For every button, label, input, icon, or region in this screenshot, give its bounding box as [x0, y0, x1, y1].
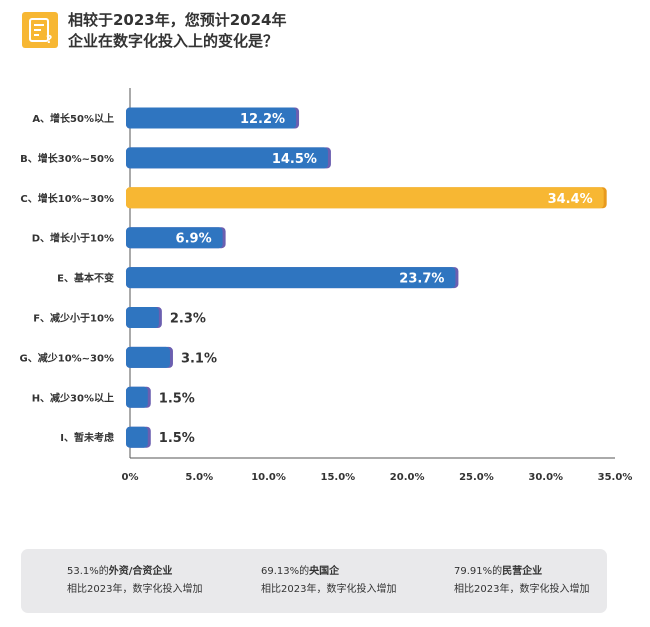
x-tick-label: 5.0%	[185, 472, 213, 483]
category-label: D、增长小于10%	[32, 232, 114, 245]
x-tick-label: 35.0%	[598, 472, 633, 483]
bar	[126, 187, 604, 209]
bar	[126, 386, 148, 408]
category-label: B、增长30%~50%	[20, 152, 114, 165]
bar	[126, 147, 328, 169]
data-label: 3.1%	[181, 351, 217, 366]
category-label: I、暂未考虑	[60, 431, 114, 444]
data-label: 34.4%	[548, 192, 593, 207]
x-tick-label: 15.0%	[321, 472, 356, 483]
svg-text:?: ?	[46, 33, 52, 46]
data-label: 12.2%	[240, 112, 285, 127]
title-line-2: 企业在数字化投入上的变化是？	[68, 32, 279, 50]
data-label: 2.3%	[170, 312, 206, 327]
category-label: G、减少10%~30%	[20, 351, 114, 364]
summary-group: 央国企	[309, 566, 340, 577]
summary-pct: 53.1%的	[67, 566, 109, 577]
summary-panel: 53.1%的外资/合资企业相比2023年，数字化投入增加 69.13%的央国企相…	[21, 549, 607, 613]
category-label: C、增长10%~30%	[20, 192, 114, 205]
bar-chart: 0% 5.0% 10.0% 15.0% 20.0% 25.0% 30.0% 35.0% A、增长…	[20, 88, 633, 483]
summary-private: 79.91%的民营企业相比2023年，数字化投入增加	[454, 563, 589, 599]
bar	[126, 107, 297, 129]
chart-title: 相较于2023年，您预计2024年 企业在数字化投入上的变化是？	[68, 10, 287, 52]
data-label: 1.5%	[159, 391, 195, 406]
summary-desc: 相比2023年，数字化投入增加	[261, 584, 397, 595]
category-label: E、基本不变	[57, 272, 114, 285]
bar	[126, 426, 148, 448]
x-tick-label: 10.0%	[251, 472, 286, 483]
summary-desc: 相比2023年，数字化投入增加	[454, 584, 590, 595]
summary-pct: 79.91%的	[454, 566, 503, 577]
summary-group: 民营企业	[502, 566, 543, 577]
x-tick-label: 20.0%	[390, 472, 425, 483]
summary-pct: 69.13%的	[261, 566, 310, 577]
bar	[126, 227, 223, 249]
survey-question-icon: ?	[22, 12, 58, 48]
summary-state: 69.13%的央国企相比2023年，数字化投入增加	[261, 563, 396, 599]
summary-foreign: 53.1%的外资/合资企业相比2023年，数字化投入增加	[67, 563, 202, 599]
summary-desc: 相比2023年，数字化投入增加	[67, 584, 203, 595]
data-label: 1.5%	[159, 431, 195, 446]
x-tick-label: 0%	[122, 472, 139, 483]
x-tick-label: 30.0%	[528, 472, 563, 483]
category-label: A、增长50%以上	[32, 112, 114, 125]
bar	[126, 267, 456, 289]
data-label: 6.9%	[176, 232, 212, 247]
title-line-1: 相较于2023年，您预计2024年	[68, 11, 287, 29]
data-label: 14.5%	[272, 152, 317, 167]
category-label: H、减少30%以上	[32, 391, 114, 404]
x-tick-label: 25.0%	[459, 472, 494, 483]
bar	[126, 346, 170, 368]
category-label: F、减少小于10%	[33, 312, 114, 325]
bar	[126, 307, 159, 328]
summary-group: 外资/合资企业	[108, 566, 173, 577]
data-label: 23.7%	[399, 272, 444, 287]
